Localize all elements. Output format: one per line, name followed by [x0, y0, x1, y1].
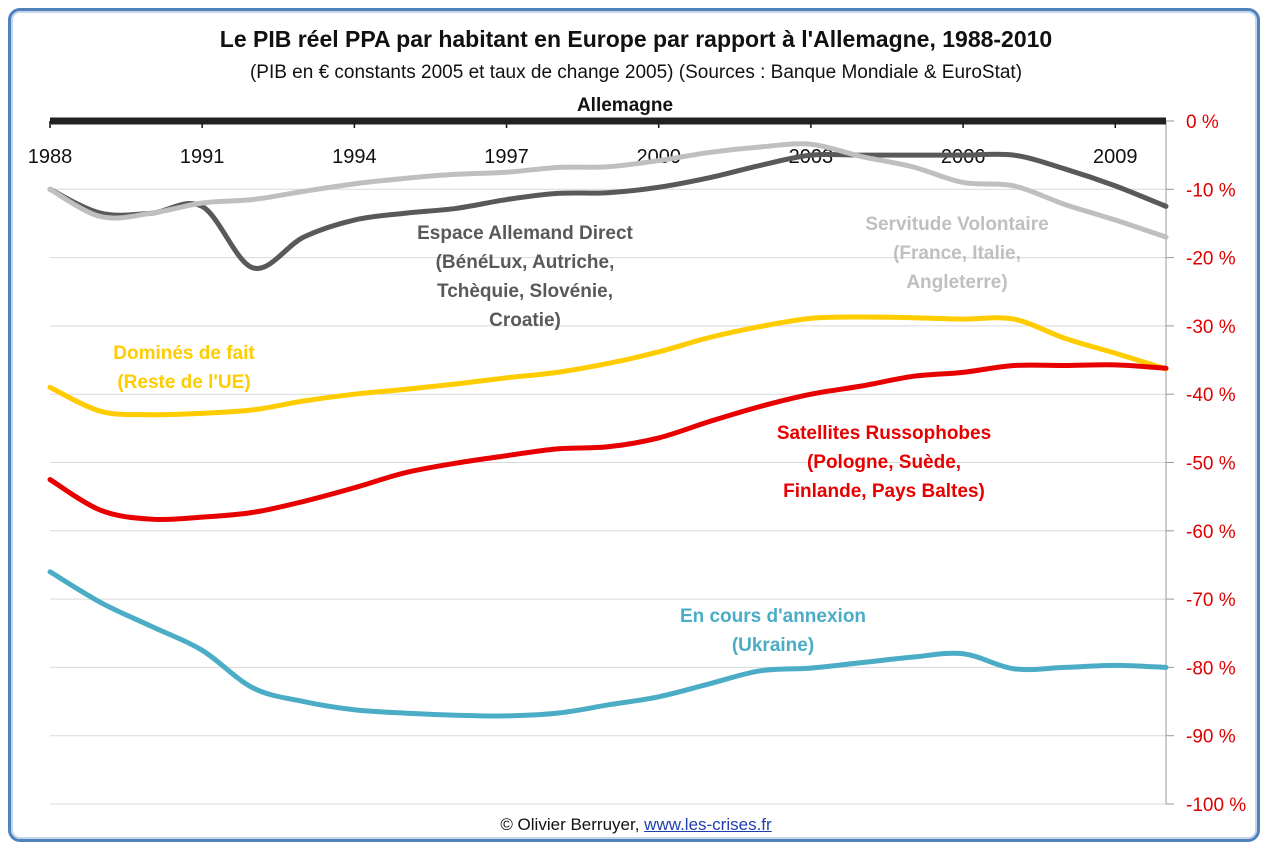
series-label: (Pologne, Suède,: [807, 452, 961, 473]
series-label: (Ukraine): [732, 635, 814, 656]
y-tick-label: -50 %: [1186, 454, 1236, 475]
series-label: Dominés de fait: [113, 343, 255, 364]
series-line: [47, 362, 1169, 523]
series-label: Croatie): [489, 310, 561, 331]
chart-frame: [8, 8, 1260, 842]
y-tick-label: -20 %: [1186, 249, 1236, 270]
y-tick-label: -10 %: [1186, 180, 1236, 201]
series-line: [47, 151, 1169, 271]
credit-line: © Olivier Berruyer, www.les-crises.fr: [0, 815, 1272, 835]
credit-author: © Olivier Berruyer,: [500, 815, 640, 834]
series-label: (Reste de l'UE): [117, 372, 250, 393]
x-tick-label: 1991: [180, 146, 225, 168]
series-label: (France, Italie,: [893, 243, 1021, 264]
series-label: Satellites Russophobes: [777, 423, 991, 444]
x-tick-label: 2009: [1093, 146, 1138, 168]
series-label: (BénéLux, Autriche,: [436, 252, 615, 273]
x-tick-label: 1997: [484, 146, 529, 168]
x-tick-label: 1994: [332, 146, 377, 168]
series-label: Finlande, Pays Baltes): [783, 481, 985, 502]
y-tick-label: -90 %: [1186, 727, 1236, 748]
reference-line-label: Allemagne: [577, 95, 673, 116]
x-tick-label: 1988: [28, 146, 73, 168]
series-line: [47, 141, 1169, 240]
y-tick-label: -60 %: [1186, 522, 1236, 543]
chart-subtitle: (PIB en € constants 2005 et taux de chan…: [249, 62, 1023, 83]
series-label: Espace Allemand Direct: [417, 223, 633, 244]
y-tick-label: -100 %: [1186, 795, 1246, 816]
y-tick-label: 0 %: [1186, 112, 1219, 133]
series-label: Servitude Volontaire: [865, 214, 1048, 235]
series-line: [47, 314, 1169, 418]
y-tick-label: -30 %: [1186, 317, 1236, 338]
y-tick-label: -70 %: [1186, 590, 1236, 611]
credit-link[interactable]: www.les-crises.fr: [644, 815, 772, 834]
series-label: En cours d'annexion: [680, 606, 866, 627]
series-label: Tchèquie, Slovénie,: [437, 281, 613, 302]
chart-title: Le PIB réel PPA par habitant en Europe p…: [219, 26, 1053, 52]
series-label: Angleterre): [906, 272, 1007, 293]
series-line: [47, 569, 1169, 719]
y-tick-label: -40 %: [1186, 385, 1236, 406]
y-tick-label: -80 %: [1186, 658, 1236, 679]
